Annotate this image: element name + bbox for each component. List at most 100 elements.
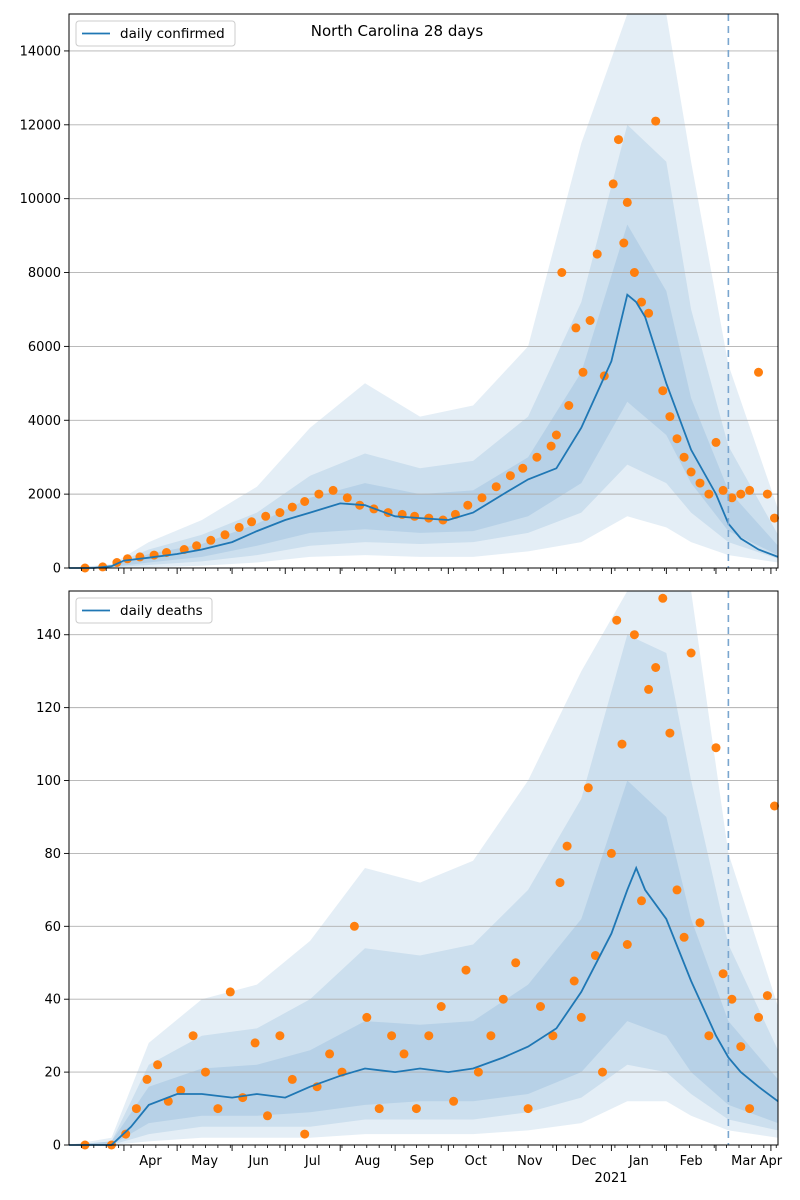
data-point (532, 452, 542, 462)
data-point (314, 489, 324, 499)
data-point (718, 969, 728, 979)
data-point (250, 1038, 260, 1048)
y-tick-label: 14000 (20, 44, 61, 59)
x-tick-label: Sep (409, 1154, 434, 1169)
data-point (585, 316, 595, 325)
data-point (225, 987, 235, 997)
data-point (614, 135, 623, 145)
y-tick-label: 2000 (28, 488, 61, 503)
data-point (651, 116, 661, 126)
y-tick-label: 100 (36, 774, 61, 789)
x-tick-label: Oct (465, 1154, 487, 1169)
data-point (770, 513, 779, 523)
data-point (153, 1060, 163, 1070)
data-point (592, 249, 602, 259)
data-point (461, 965, 471, 975)
confidence-bands (69, 591, 778, 1145)
data-point (658, 593, 668, 603)
chart-confirmed: 0 2000 4000 6000 8000 10000 12000 14000 North C… (20, 13, 779, 577)
data-point (498, 994, 508, 1004)
data-point (342, 493, 352, 503)
data-point (551, 430, 561, 440)
data-point (349, 921, 359, 931)
data-point (486, 1031, 496, 1041)
y-tick-label: 40 (44, 993, 61, 1008)
data-point (622, 940, 632, 949)
data-point (142, 1074, 152, 1084)
data-point (711, 743, 721, 753)
x-tick-label: Jun (248, 1154, 269, 1169)
y-tick-label: 120 (36, 701, 61, 716)
data-point (201, 1067, 210, 1077)
data-point (261, 511, 271, 521)
confidence-band-3 (69, 780, 778, 1145)
data-point (505, 471, 515, 481)
data-point (598, 1067, 607, 1077)
data-point (546, 441, 556, 451)
data-point (511, 958, 521, 968)
plot-frame (68, 590, 779, 1146)
data-point (555, 878, 565, 888)
data-point (523, 1104, 533, 1114)
legend: daily confirmed (75, 20, 236, 47)
daily-deaths-line (69, 865, 779, 1146)
data-point (704, 1031, 714, 1041)
data-point (325, 1049, 335, 1059)
data-point (328, 485, 338, 495)
data-point (518, 463, 528, 473)
chart-title: North Carolina 28 days (311, 22, 484, 40)
data-point (188, 1031, 198, 1041)
legend-label: daily deaths (120, 603, 203, 619)
daily-confirmed-line (69, 293, 779, 569)
legend-box (75, 597, 213, 624)
data-point (665, 728, 675, 738)
data-point (569, 976, 579, 986)
data-point (583, 783, 593, 793)
confidence-bands (69, 14, 778, 569)
data-point (362, 1012, 372, 1022)
data-point (213, 1104, 223, 1114)
x-tick-label: Feb (680, 1154, 703, 1169)
data-point (275, 1031, 285, 1041)
data-point (300, 1129, 310, 1139)
data-point (374, 1104, 384, 1114)
data-point (123, 554, 132, 564)
data-point (686, 648, 696, 658)
data-point (275, 508, 285, 518)
confidence-band-3 (69, 224, 778, 568)
data-point (399, 1049, 409, 1059)
confidence-band-1 (69, 14, 778, 568)
x-tick-label: Apr (760, 1154, 783, 1169)
legend: daily deaths (75, 597, 213, 624)
data-point (665, 412, 675, 422)
data-point (287, 1074, 297, 1084)
data-point (695, 478, 705, 488)
y-tick-label: 10000 (20, 192, 61, 207)
year-label: 2021 (594, 1171, 627, 1186)
x-tick-label: Jan (628, 1154, 649, 1169)
data-point (287, 502, 297, 512)
plot-frame (68, 13, 779, 569)
data-point (637, 896, 646, 906)
data-point (608, 179, 618, 189)
data-point (590, 951, 600, 960)
x-tick-label: Dec (571, 1154, 596, 1169)
legend-label: daily confirmed (120, 26, 225, 42)
confidence-band-2 (69, 124, 778, 569)
data-point (220, 530, 230, 540)
chart-deaths: 0 20 40 60 80 100 120 140 Apr May Jun Jul Aug Sep Oct… (36, 590, 783, 1186)
data-point (578, 367, 588, 377)
data-point (206, 535, 216, 545)
data-point (644, 684, 654, 694)
y-tick-label: 60 (44, 920, 61, 935)
legend-box (75, 20, 236, 47)
x-tick-label: Aug (355, 1154, 380, 1169)
data-point (411, 1104, 421, 1114)
x-tick-label: May (191, 1154, 218, 1169)
data-point (424, 1031, 434, 1041)
data-point (679, 932, 689, 942)
data-point (619, 238, 629, 248)
data-point (629, 630, 639, 640)
data-point (410, 511, 420, 521)
